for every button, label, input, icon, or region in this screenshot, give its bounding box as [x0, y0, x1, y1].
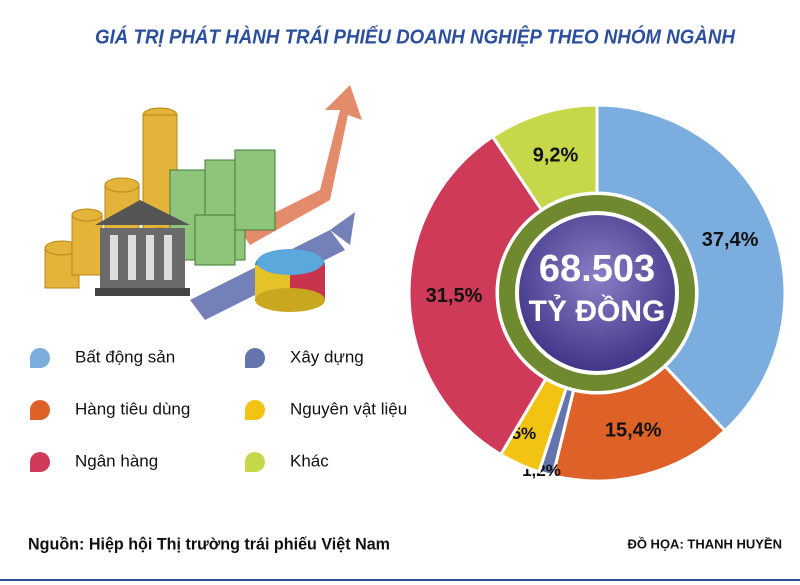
pie-slice: [490, 103, 599, 212]
chart-title: GIÁ TRỊ PHÁT HÀNH TRÁI PHIẾU DOANH NGHIỆ…: [95, 24, 736, 48]
pie-slice: [407, 134, 548, 457]
legend-label: Khác: [290, 451, 329, 470]
center-disc: [515, 211, 679, 375]
legend-label: Hàng tiêu dùng: [75, 399, 190, 418]
legend-label: Nguyên vật liệu: [290, 399, 407, 418]
legend-marker: [30, 348, 50, 368]
slice-label: 15,4%: [605, 420, 662, 442]
legend-marker: [30, 400, 50, 420]
slice-label: 9,2%: [533, 144, 579, 166]
legend-marker: [245, 348, 265, 368]
slice-label: 31,5%: [426, 285, 483, 307]
center-unit: TỶ ĐỒNG: [529, 294, 666, 328]
legend-label: Ngân hàng: [75, 451, 158, 470]
illustration: [44, 85, 362, 320]
pie-slice: [595, 103, 787, 433]
source: Nguồn: Hiệp hội Thị trường trái phiếu Vi…: [28, 534, 390, 553]
legend-label: Bất động sản: [75, 347, 175, 366]
credit: ĐỒ HỌA: THANH HUYỀN: [627, 536, 782, 551]
legend-marker: [245, 400, 265, 420]
pie-slice: [551, 364, 728, 483]
legend-label: Xây dựng: [290, 347, 364, 366]
center-value: 68.503: [539, 248, 655, 290]
legend-marker: [245, 452, 265, 472]
slice-label: 37,4%: [702, 229, 759, 251]
legend-marker: [30, 452, 50, 472]
